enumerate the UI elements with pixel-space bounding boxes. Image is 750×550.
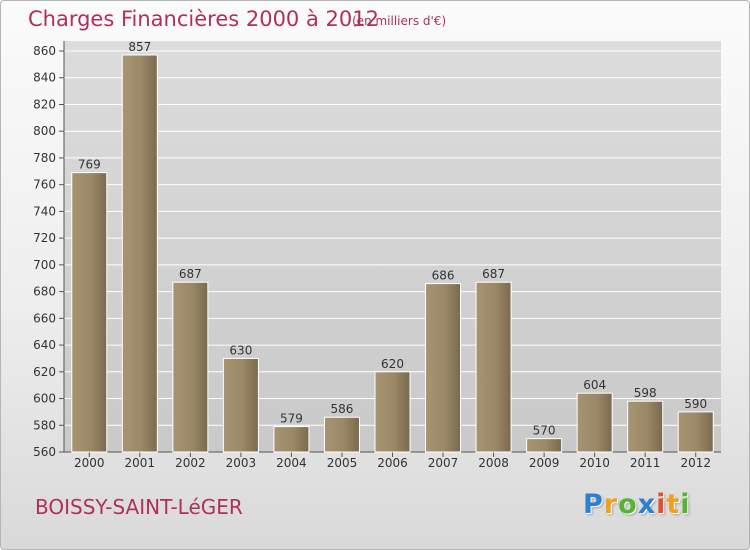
- value-label-2002: 687: [179, 267, 202, 281]
- bar-2002: [172, 281, 209, 453]
- bars: [71, 54, 714, 453]
- bar-2010: [576, 392, 613, 453]
- y-tick-label: 760: [33, 178, 56, 192]
- bar-2004: [273, 426, 310, 453]
- logo-letter: P: [583, 489, 604, 520]
- x-tick-label-2003: 2003: [226, 456, 257, 470]
- x-tick-label-2010: 2010: [579, 456, 610, 470]
- x-tick-label-2000: 2000: [74, 456, 105, 470]
- x-tick-label-2006: 2006: [377, 456, 408, 470]
- y-tick-label: 640: [33, 338, 56, 352]
- logo-letter: t: [666, 489, 681, 520]
- bar-2007: [425, 283, 462, 453]
- x-tick-label-2001: 2001: [125, 456, 156, 470]
- y-tick-label: 800: [33, 124, 56, 138]
- bar-2011: [627, 400, 664, 453]
- value-labels: 769 857 687 630 579 586 620 686 687 570 604 598 590: [78, 40, 707, 438]
- chart-subtitle: (en milliers d'€): [352, 14, 447, 28]
- value-label-2012: 590: [684, 397, 707, 411]
- y-tick-label: 740: [33, 204, 56, 218]
- bar-2012: [677, 411, 714, 453]
- y-tick-label: 820: [33, 97, 56, 111]
- y-tick-label: 660: [33, 311, 56, 325]
- y-tick-label: 600: [33, 392, 56, 406]
- x-tick-label-2012: 2012: [680, 456, 711, 470]
- y-tick-label: 860: [33, 44, 56, 58]
- y-tick-label: 840: [33, 71, 56, 85]
- value-label-2000: 769: [78, 158, 101, 172]
- logo-letter: i: [656, 489, 667, 520]
- bar-2008: [475, 281, 512, 453]
- x-tick-labels: 2000 2001 2002 2003 2004 2005 2006 2007 2008 2009…: [74, 456, 711, 470]
- x-tick-label-2007: 2007: [428, 456, 459, 470]
- y-tick-label: 680: [33, 285, 56, 299]
- bar-2005: [323, 416, 360, 453]
- value-label-2004: 579: [280, 412, 303, 426]
- y-tick-labels: 560 580 600 620 640 660 680 700 720 740 760 780 800 8…: [33, 44, 56, 459]
- y-tick-label: 720: [33, 231, 56, 245]
- x-tick-label-2009: 2009: [529, 456, 560, 470]
- logo-letter: x: [637, 489, 657, 520]
- y-tick-label: 560: [33, 445, 56, 459]
- value-label-2010: 604: [583, 378, 606, 392]
- chart-title: Charges Financières 2000 à 2012: [28, 7, 379, 31]
- value-label-2005: 586: [331, 402, 354, 416]
- bar-2006: [374, 371, 411, 453]
- value-label-2011: 598: [634, 386, 657, 400]
- value-label-2009: 570: [533, 424, 556, 438]
- x-tick-label-2008: 2008: [478, 456, 509, 470]
- value-label-2001: 857: [128, 40, 151, 54]
- value-label-2006: 620: [381, 357, 404, 371]
- bar-2003: [222, 357, 259, 453]
- y-tick-label: 780: [33, 151, 56, 165]
- bar-2009: [526, 438, 563, 453]
- y-tick-label: 700: [33, 258, 56, 272]
- proxiti-logo[interactable]: Proxiti: [583, 489, 691, 520]
- y-tick-label: 620: [33, 365, 56, 379]
- town-name: BOISSY-SAINT-LéGER: [35, 495, 243, 519]
- y-tick-label: 580: [33, 418, 56, 432]
- x-tick-label-2002: 2002: [175, 456, 206, 470]
- x-tick-label-2005: 2005: [327, 456, 358, 470]
- bar-2000: [71, 172, 108, 453]
- value-label-2008: 687: [482, 267, 505, 281]
- logo-letter: o: [618, 489, 638, 520]
- x-tick-label-2011: 2011: [630, 456, 661, 470]
- logo-letter: r: [603, 489, 619, 520]
- value-label-2003: 630: [229, 343, 252, 357]
- x-tick-label-2004: 2004: [276, 456, 307, 470]
- logo-letter: i: [680, 489, 691, 520]
- bar-2001: [121, 54, 158, 453]
- value-label-2007: 686: [432, 269, 455, 283]
